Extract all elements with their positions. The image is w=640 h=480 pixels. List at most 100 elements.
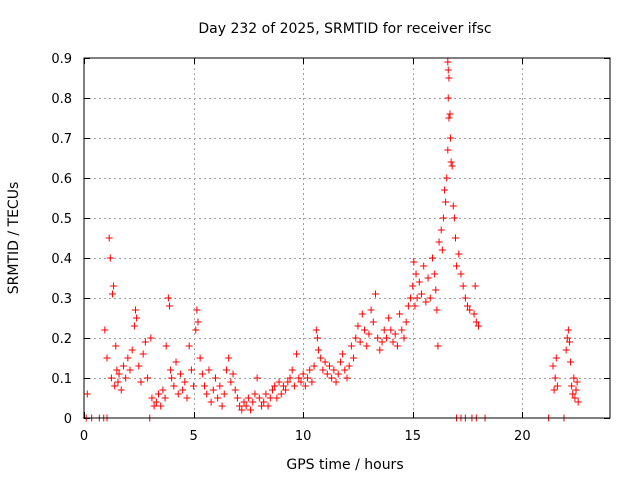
data-point (574, 398, 582, 406)
data-point (345, 362, 353, 370)
data-point (251, 390, 259, 398)
data-point (137, 378, 145, 386)
data-point (398, 326, 406, 334)
x-tick-label: 10 (295, 429, 312, 444)
data-point (299, 370, 307, 378)
x-axis-label: GPS time / hours (286, 457, 403, 473)
data-point (564, 326, 572, 334)
chart-title: Day 232 of 2025, SRMTID for receiver ifs… (198, 21, 491, 37)
data-point (198, 370, 206, 378)
data-point (183, 394, 191, 402)
data-point (190, 382, 198, 390)
data-point (168, 374, 176, 382)
data-point (112, 342, 120, 350)
y-tick-label: 0.1 (51, 372, 72, 387)
data-point (185, 342, 193, 350)
data-point (207, 398, 215, 406)
data-point (470, 310, 478, 318)
y-axis-label: SRMTID / TECUs (6, 182, 22, 295)
data-point (203, 390, 211, 398)
data-point (367, 306, 375, 314)
data-point (115, 370, 123, 378)
data-point (244, 394, 252, 402)
data-point (101, 326, 109, 334)
data-point (571, 394, 579, 402)
data-point (363, 342, 371, 350)
data-point (172, 358, 180, 366)
y-axis: 0 0.1 0.2 0.3 0.4 0.5 0.6 0.7 0.8 0.9 (51, 52, 610, 427)
data-point (439, 214, 447, 222)
x-tick-label: 15 (404, 429, 421, 444)
data-point (393, 342, 401, 350)
data-point (83, 390, 91, 398)
y-tick-label: 0.9 (51, 52, 72, 67)
data-point (444, 146, 452, 154)
data-point (573, 378, 581, 386)
data-point (214, 394, 222, 402)
data-point (432, 286, 440, 294)
data-point (400, 334, 408, 342)
data-point (341, 366, 349, 374)
data-point (124, 354, 132, 362)
data-point (236, 402, 244, 410)
data-point (152, 398, 160, 406)
data-point (446, 110, 454, 118)
data-point (332, 378, 340, 386)
data-point (187, 366, 195, 374)
data-point (273, 394, 281, 402)
data-point (471, 282, 479, 290)
data-point (334, 370, 342, 378)
data-point (288, 366, 296, 374)
data-point (258, 402, 266, 410)
data-point (147, 334, 155, 342)
data-point (444, 58, 452, 66)
data-point (444, 66, 452, 74)
data-point (181, 378, 189, 386)
data-point (455, 250, 463, 258)
data-point (457, 270, 465, 278)
data-point (446, 134, 454, 142)
data-point (385, 314, 393, 322)
x-tick-label: 0 (80, 429, 88, 444)
data-point (249, 398, 257, 406)
data-point (155, 390, 163, 398)
data-point (352, 334, 360, 342)
data-point (459, 282, 467, 290)
data-point (133, 314, 141, 322)
data-point (448, 162, 456, 170)
data-point (114, 378, 122, 386)
data-point (434, 342, 442, 350)
data-point (412, 270, 420, 278)
y-tick-label: 0.2 (51, 332, 72, 347)
data-point (328, 374, 336, 382)
data-point (413, 294, 421, 302)
data-point (201, 382, 209, 390)
data-point (253, 374, 261, 382)
data-point (317, 354, 325, 362)
data-point (264, 402, 272, 410)
data-point (290, 382, 298, 390)
data-point (354, 322, 362, 330)
data-point (445, 114, 453, 122)
data-point (565, 338, 573, 346)
data-point (282, 386, 290, 394)
data-point (179, 386, 187, 394)
data-point (176, 370, 184, 378)
data-point (570, 374, 578, 382)
data-point (229, 370, 237, 378)
data-point (159, 386, 167, 394)
data-point (466, 306, 474, 314)
data-point (552, 354, 560, 362)
data-point (293, 350, 301, 358)
data-point (330, 366, 338, 374)
data-point (551, 374, 559, 382)
data-point (174, 390, 182, 398)
data-point (268, 386, 276, 394)
data-point (313, 334, 321, 342)
data-point (475, 322, 482, 330)
data-point (231, 386, 239, 394)
data-point (391, 330, 399, 338)
data-point (464, 302, 472, 310)
data-point (216, 382, 224, 390)
